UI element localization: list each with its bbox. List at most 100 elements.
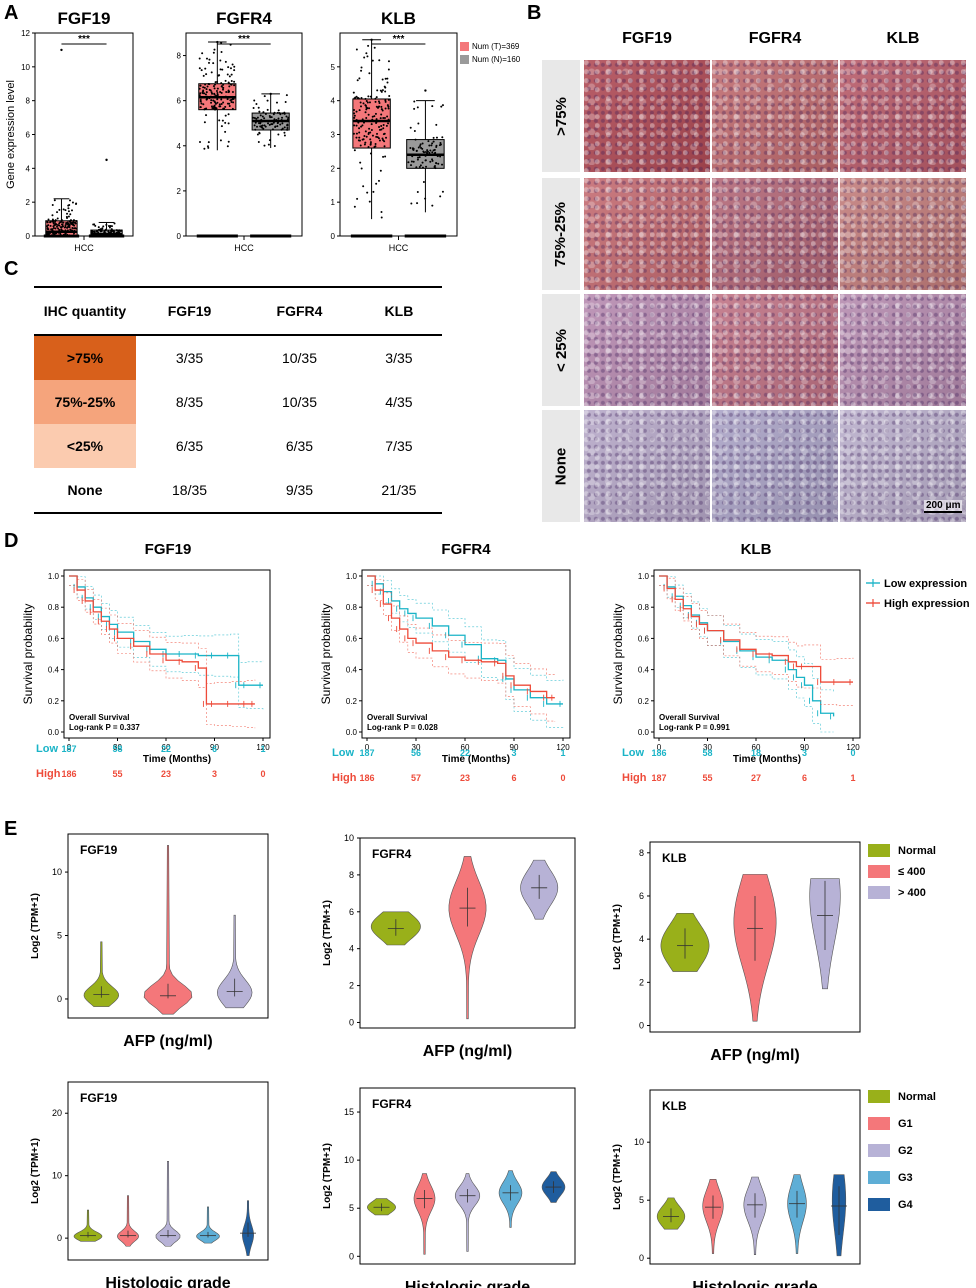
legend-swatch: [868, 1171, 890, 1184]
data-point: [230, 83, 233, 86]
data-point: [371, 115, 374, 118]
data-point: [97, 231, 100, 234]
data-point: [218, 105, 221, 108]
data-point: [375, 96, 378, 99]
ihc-image-tile: [584, 410, 710, 522]
violin-body: [117, 1195, 139, 1247]
table-cell: 10/35: [281, 394, 317, 410]
data-point: [221, 68, 224, 71]
risk-value: 56: [411, 748, 421, 758]
box-series-normal: [250, 92, 292, 238]
data-point: [355, 48, 358, 51]
data-point: [352, 132, 355, 135]
y-tick-label: 15: [344, 1107, 354, 1117]
chart-title: KLB: [662, 1099, 687, 1113]
data-point: [286, 128, 289, 131]
legend-swatch: [868, 1144, 890, 1157]
data-point: [203, 121, 206, 124]
box-series-tumor: [43, 48, 80, 238]
data-point: [213, 100, 216, 103]
data-point: [366, 55, 369, 58]
plot-frame: [361, 569, 571, 739]
violin-group: [240, 1200, 256, 1256]
data-point: [366, 107, 369, 110]
data-point: [421, 142, 424, 145]
data-point: [94, 224, 97, 227]
data-point: [419, 143, 422, 146]
data-point: [67, 215, 70, 218]
data-point: [231, 63, 234, 66]
data-point: [374, 112, 377, 115]
data-point: [268, 123, 271, 126]
x-axis-label: Histologic grade: [692, 1279, 817, 1288]
panel-e-violin-plots: FGF19 0 5 10 Log2 (TPM+1) AFP (ng/ml) FGFR4 0 2 4…: [30, 833, 936, 1288]
data-point: [365, 135, 368, 138]
data-point: [52, 226, 55, 229]
significance-label: ***: [78, 34, 90, 45]
confidence-lower: [659, 585, 834, 733]
data-point: [372, 190, 375, 193]
violin-plot-klb: KLB 0 2 4 6 8 Log2 (TPM+1) AFP (ng/ml): [612, 841, 861, 1064]
data-point: [387, 105, 390, 108]
data-point: [199, 84, 202, 87]
data-point: [60, 228, 63, 231]
risk-value: 55: [702, 773, 712, 783]
data-point: [199, 141, 202, 144]
violin-group: [520, 859, 559, 920]
y-tick-label: 2: [177, 187, 182, 196]
data-point: [263, 117, 266, 120]
data-point: [283, 112, 286, 115]
outlier-point: [370, 38, 373, 41]
data-point: [230, 98, 233, 101]
y-tick-label: 10: [344, 1155, 354, 1165]
legend-swatch: [868, 1090, 890, 1103]
data-point: [198, 87, 201, 90]
data-point: [386, 115, 389, 118]
data-point: [201, 52, 204, 55]
data-point: [47, 218, 50, 221]
data-point: [219, 59, 222, 62]
data-point: [259, 114, 262, 117]
data-point: [54, 234, 57, 237]
data-point: [371, 134, 374, 137]
data-point: [354, 96, 357, 99]
violin-group: [370, 911, 421, 946]
plot-frame: [185, 32, 303, 237]
data-point: [364, 104, 367, 107]
data-point: [45, 234, 48, 237]
panel-letter-c: C: [4, 258, 19, 280]
data-point: [434, 151, 437, 154]
legend-label: G3: [898, 1172, 913, 1184]
data-point: [210, 91, 213, 94]
data-point: [412, 160, 415, 163]
data-point: [417, 146, 420, 149]
data-point: [213, 87, 216, 90]
data-point: [369, 141, 372, 144]
data-point: [222, 88, 225, 91]
data-point: [220, 82, 223, 85]
data-point: [255, 103, 258, 106]
violin-body: [196, 1206, 220, 1244]
data-point: [69, 213, 72, 216]
x-tick-label: 90: [510, 743, 519, 752]
risk-value: 23: [161, 769, 171, 779]
quantity-cell: >75%: [34, 335, 136, 380]
data-point: [369, 152, 372, 155]
data-point: [417, 156, 420, 159]
data-point: [216, 80, 219, 83]
data-point: [110, 225, 113, 228]
y-tick-label: 8: [349, 870, 354, 880]
km-series: [659, 575, 854, 707]
data-point: [428, 144, 431, 147]
km-series: [367, 575, 556, 723]
violin-group: [660, 912, 710, 972]
y-tick-label: 2: [349, 981, 354, 991]
data-point: [202, 74, 205, 77]
data-point: [435, 123, 438, 126]
y-tick-label: 2: [639, 977, 644, 987]
table-cell: 9/35: [243, 468, 356, 514]
x-axis-label: AFP (ng/ml): [710, 1047, 799, 1064]
y-tick-label: 4: [349, 944, 354, 954]
